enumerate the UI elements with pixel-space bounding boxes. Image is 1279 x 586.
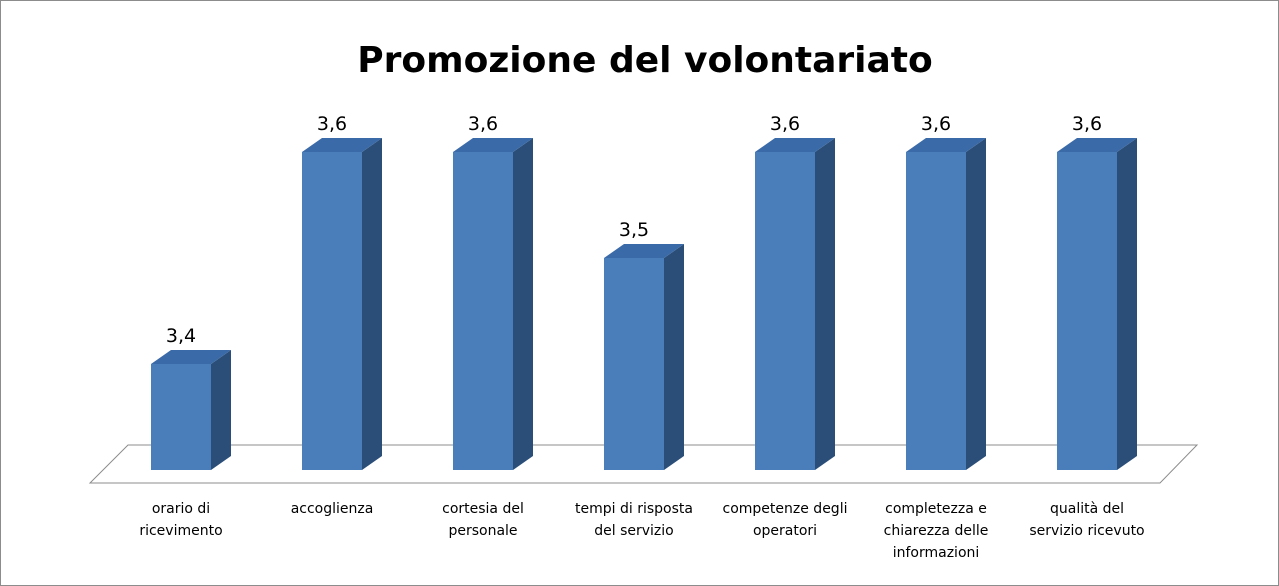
data-label: 3,6 (317, 113, 347, 135)
bar-side (211, 350, 231, 470)
data-label: 3,6 (468, 113, 498, 135)
bar-top (302, 138, 382, 152)
chart-title: Promozione del volontariato (357, 40, 933, 81)
bar-top (604, 244, 684, 258)
data-label: 3,6 (1072, 113, 1102, 135)
bar-side (513, 138, 533, 470)
bar (151, 364, 211, 470)
bar (604, 258, 664, 470)
x-tick-label: cortesia del personale (442, 501, 524, 539)
x-tick-label: accoglienza (290, 501, 374, 517)
bar (302, 152, 362, 470)
bar-side (966, 138, 986, 470)
data-label: 3,5 (619, 219, 649, 241)
bar (755, 152, 815, 470)
x-tick-label: competenze degli operatori (722, 501, 848, 539)
bar (906, 152, 966, 470)
x-tick-label: completezza e chiarezza delle informazio… (883, 501, 989, 561)
bar-side (664, 244, 684, 470)
bar-side (362, 138, 382, 470)
bar-top (151, 350, 231, 364)
x-tick-label: orario di ricevimento (139, 501, 223, 539)
bar-top (1057, 138, 1137, 152)
x-tick-label: qualità del servizio ricevuto (1029, 501, 1145, 539)
bar-top (755, 138, 835, 152)
data-label: 3,4 (166, 325, 196, 347)
data-label: 3,6 (770, 113, 800, 135)
bar (1057, 152, 1117, 470)
bar-side (815, 138, 835, 470)
bar-top (453, 138, 533, 152)
bar-side (1117, 138, 1137, 470)
bar (453, 152, 513, 470)
x-tick-label: tempi di risposta del servizio (575, 501, 693, 539)
bar-top (906, 138, 986, 152)
data-label: 3,6 (921, 113, 951, 135)
